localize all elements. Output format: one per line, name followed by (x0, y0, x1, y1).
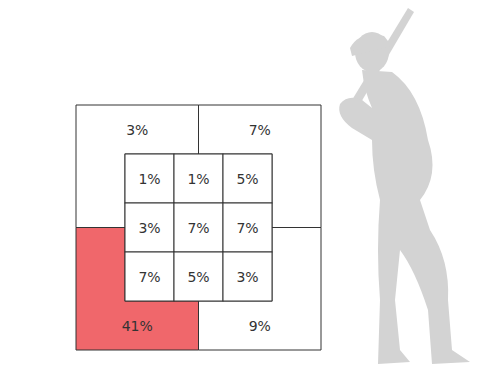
cell-label: 5% (236, 171, 258, 187)
cell-label: 5% (187, 269, 209, 285)
chart: 3% 7% 41% 9% 1% 1% 5% 3% 7% 7% 7% 5% 3% (0, 0, 502, 373)
zone-cell (125, 252, 174, 301)
zone-cell (174, 203, 223, 252)
zone-cell (223, 252, 272, 301)
zone-cell (125, 154, 174, 203)
chart-root: 3% 7% 41% 9% 1% 1% 5% 3% 7% 7% 7% 5% 3% (0, 0, 502, 373)
cell-label: 3% (138, 220, 160, 236)
cell-label: 7% (187, 220, 209, 236)
zone-cell (174, 252, 223, 301)
zone-cell (125, 203, 174, 252)
cell-label: 7% (138, 269, 160, 285)
cell-label: 1% (187, 171, 209, 187)
outer-label: 9% (249, 318, 271, 334)
cell-label: 3% (236, 269, 258, 285)
batter-silhouette (339, 8, 470, 364)
outer-label: 41% (122, 318, 153, 334)
zone-cell (174, 154, 223, 203)
outer-label: 7% (249, 122, 271, 138)
outer-label: 3% (126, 122, 148, 138)
outer-zones (76, 105, 321, 350)
cell-label: 1% (138, 171, 160, 187)
zone-cell (223, 154, 272, 203)
zone-cell (223, 203, 272, 252)
cell-label: 7% (236, 220, 258, 236)
strike-zone (125, 154, 272, 301)
